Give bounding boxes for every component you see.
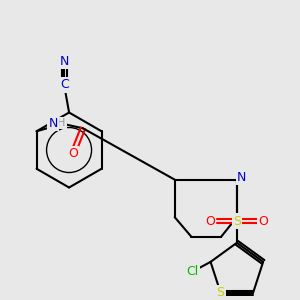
Text: O: O bbox=[259, 214, 269, 228]
Text: Cl: Cl bbox=[187, 265, 199, 278]
Text: N: N bbox=[49, 117, 58, 130]
Text: N: N bbox=[59, 55, 69, 68]
Text: O: O bbox=[205, 214, 215, 228]
Text: O: O bbox=[68, 148, 78, 160]
Text: C: C bbox=[60, 78, 68, 92]
Text: H: H bbox=[57, 118, 65, 128]
Text: N: N bbox=[237, 171, 247, 184]
Text: S: S bbox=[233, 214, 241, 228]
Text: S: S bbox=[217, 286, 225, 299]
